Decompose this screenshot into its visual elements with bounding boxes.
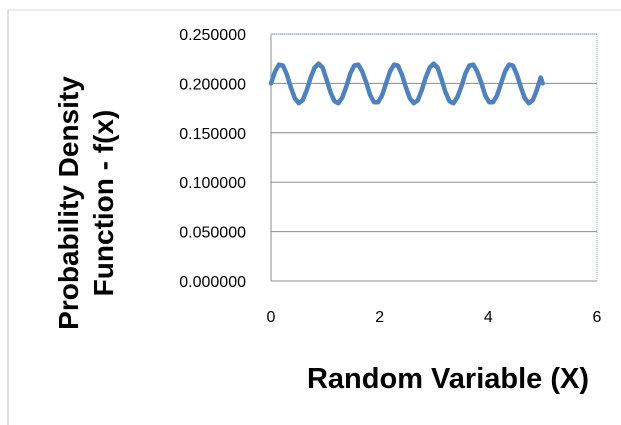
x-axis-title: Random Variable (X) — [307, 363, 589, 395]
y-axis-tick-labels: 0.000000 0.050000 0.100000 0.150000 0.200000… — [179, 27, 246, 291]
y-tick-label: 0.200000 — [179, 76, 246, 93]
y-tick-label: 0.000000 — [179, 274, 246, 291]
x-tick-label: 2 — [375, 309, 384, 326]
y-tick-label: 0.050000 — [179, 225, 246, 242]
y-tick-label: 0.100000 — [179, 175, 246, 192]
y-axis-title-line-1: Probability Density — [53, 76, 84, 330]
plot-area-frame — [271, 34, 597, 281]
x-tick-label: 0 — [267, 309, 276, 326]
y-axis-title: Probability Density Function - f(x) — [53, 76, 119, 330]
y-tick-label: 0.150000 — [179, 126, 246, 143]
x-tick-label: 4 — [484, 309, 493, 326]
x-tick-label: 6 — [593, 309, 602, 326]
y-tick-label: 0.250000 — [179, 27, 246, 44]
x-axis-tick-labels: 0 2 4 6 — [267, 309, 602, 326]
y-axis-title-line-2: Function - f(x) — [88, 110, 119, 297]
